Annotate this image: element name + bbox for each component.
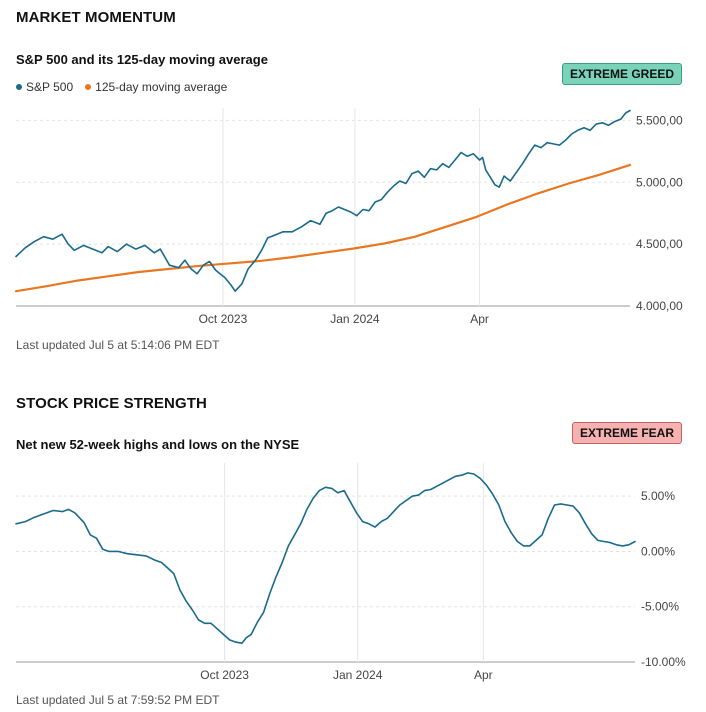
y-tick-label: -10.00% bbox=[641, 655, 686, 669]
market-momentum-subtitle: S&P 500 and its 125-day moving average bbox=[16, 52, 268, 67]
y-tick-label: 4.500,00 bbox=[636, 237, 683, 251]
market-momentum-last-updated: Last updated Jul 5 at 5:14:06 PM EDT bbox=[16, 338, 220, 352]
y-tick-label: 4.000,00 bbox=[636, 299, 683, 313]
series-line-s-p-500 bbox=[15, 109, 631, 292]
x-tick-label: Jan 2024 bbox=[330, 312, 380, 326]
market-momentum-panel: MARKET MOMENTUM S&P 500 and its 125-day … bbox=[14, 9, 683, 352]
y-tick-label: 5.00% bbox=[641, 489, 675, 503]
extreme-fear-badge: EXTREME FEAR bbox=[571, 422, 682, 444]
y-tick-label: 0.00% bbox=[641, 544, 675, 558]
ma125-dot-icon bbox=[85, 84, 92, 90]
stock-price-strength-last-updated: Last updated Jul 5 at 7:59:52 PM EDT bbox=[16, 693, 220, 707]
x-tick-label: Oct 2023 bbox=[200, 668, 249, 682]
legend-ma125: 125-day moving average bbox=[85, 80, 227, 94]
stock-price-strength-title: STOCK PRICE STRENGTH bbox=[16, 395, 207, 412]
series-line-net-new-highs-lows bbox=[15, 472, 636, 644]
y-tick-label: 5.500,00 bbox=[636, 113, 683, 127]
series-line-125-day-moving-average bbox=[14, 163, 632, 293]
x-tick-label: Apr bbox=[470, 312, 489, 326]
x-tick-label: Oct 2023 bbox=[199, 312, 248, 326]
legend-sp500-label: S&P 500 bbox=[26, 80, 74, 94]
market-momentum-chart: 4.000,00 4.500,00 5.000,00 5.500,00 Oct 2023… bbox=[14, 108, 683, 326]
x-tick-label: Jan 2024 bbox=[333, 668, 383, 682]
chart-legend: S&P 500 125-day moving average bbox=[16, 80, 227, 94]
y-tick-label: -5.00% bbox=[641, 600, 679, 614]
market-momentum-title: MARKET MOMENTUM bbox=[16, 9, 176, 26]
sp500-dot-icon bbox=[16, 84, 22, 90]
extreme-greed-badge: EXTREME GREED bbox=[561, 63, 682, 85]
stock-price-strength-subtitle: Net new 52-week highs and lows on the NY… bbox=[16, 437, 300, 452]
x-tick-label: Apr bbox=[474, 668, 493, 682]
y-tick-label: 5.000,00 bbox=[636, 175, 683, 189]
stock-price-strength-chart: 5.00% 0.00% -5.00% -10.00% Oct 2023 Jan 2024 A… bbox=[15, 463, 686, 682]
legend-sp500: S&P 500 bbox=[16, 80, 73, 94]
stock-price-strength-panel: STOCK PRICE STRENGTH Net new 52-week hig… bbox=[0, 380, 706, 712]
legend-ma125-label: 125-day moving average bbox=[95, 80, 228, 94]
